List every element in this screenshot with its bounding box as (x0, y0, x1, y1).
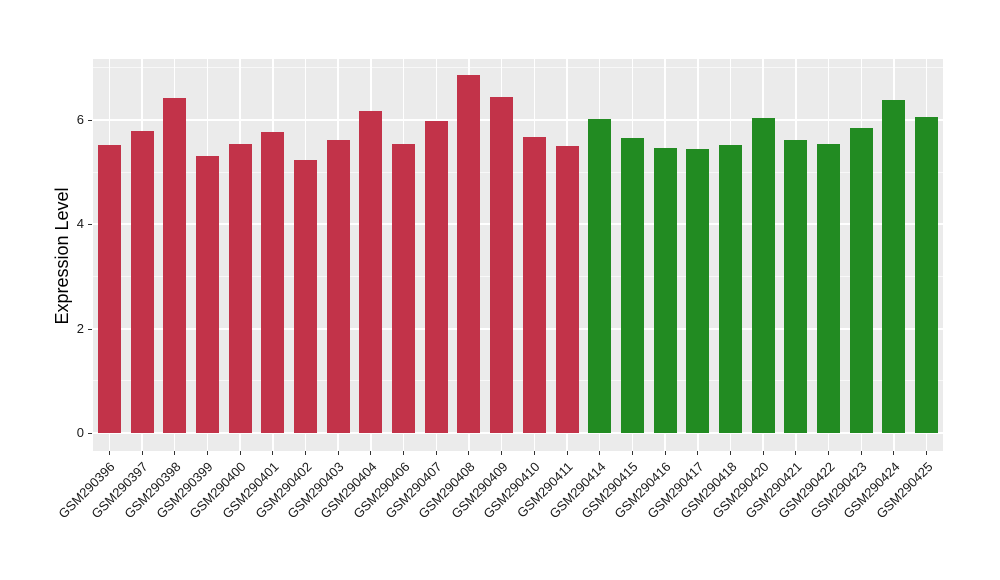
bar-GSM290411 (555, 146, 579, 433)
major-gridline (93, 432, 943, 434)
bar-GSM290416 (653, 147, 677, 433)
bar-GSM290421 (784, 139, 808, 433)
bar-GSM290415 (620, 137, 644, 433)
bar-GSM290424 (882, 99, 906, 433)
bar-GSM290425 (915, 116, 939, 433)
x-tick-mark (664, 451, 666, 455)
x-tick-mark (566, 451, 568, 455)
bar-GSM290420 (751, 117, 775, 433)
x-tick-mark (305, 451, 306, 455)
bar-GSM290408 (457, 75, 481, 433)
x-tick-mark (141, 451, 143, 455)
y-tick-label: 2 (76, 320, 84, 336)
y-axis-title: Expression Level (52, 187, 72, 325)
x-tick-mark (468, 451, 470, 455)
y-tick-mark (88, 328, 92, 330)
x-tick-mark (893, 451, 895, 455)
x-tick-mark (697, 451, 699, 455)
x-tick-mark (370, 451, 372, 455)
y-tick-label: 4 (76, 216, 84, 232)
bar-GSM290422 (817, 143, 841, 433)
bar-GSM290403 (326, 139, 350, 433)
bar-GSM290423 (849, 128, 873, 433)
bar-GSM290409 (490, 96, 514, 433)
bar-GSM290396 (97, 145, 121, 433)
y-tick-label: 0 (76, 425, 84, 440)
x-tick-mark (403, 451, 405, 455)
bar-GSM290400 (228, 143, 252, 433)
x-tick-mark (501, 451, 503, 455)
y-tick-mark (88, 119, 92, 121)
bar-GSM290406 (392, 143, 416, 433)
major-gridline (93, 223, 943, 226)
minor-gridline (93, 171, 943, 173)
bar-GSM290407 (424, 120, 448, 433)
x-tick-mark (435, 451, 437, 455)
bar-GSM290410 (522, 137, 546, 433)
x-tick-mark (272, 451, 274, 455)
bar-GSM290399 (195, 155, 219, 433)
x-tick-mark (239, 451, 241, 455)
y-tick-label: 6 (76, 111, 84, 127)
x-tick-mark (337, 451, 339, 455)
x-tick-mark (599, 451, 601, 455)
bar-GSM290414 (588, 118, 612, 433)
bar-GSM290402 (294, 159, 317, 433)
x-tick-mark (206, 451, 208, 455)
bar-GSM290397 (130, 131, 154, 433)
x-tick-mark (926, 451, 928, 455)
x-tick-mark (174, 451, 176, 455)
major-gridline (93, 327, 943, 330)
y-tick-mark (88, 224, 92, 226)
chart-panel (93, 59, 943, 451)
bar-GSM290401 (261, 131, 285, 433)
minor-gridline (93, 380, 943, 382)
x-tick-mark (860, 451, 862, 455)
bar-GSM290417 (686, 148, 710, 433)
minor-gridline (93, 67, 943, 69)
bar-GSM290398 (163, 98, 187, 433)
x-tick-mark (828, 451, 830, 455)
bar-GSM290404 (359, 110, 383, 433)
x-tick-mark (631, 451, 633, 455)
major-gridline (93, 118, 943, 121)
x-tick-mark (795, 451, 797, 455)
bar-GSM290418 (719, 145, 742, 433)
x-tick-mark (108, 451, 110, 455)
x-tick-mark (533, 451, 535, 455)
y-tick-mark (88, 433, 92, 434)
minor-gridline (93, 275, 943, 277)
x-tick-mark (730, 451, 731, 455)
x-tick-mark (762, 451, 764, 455)
